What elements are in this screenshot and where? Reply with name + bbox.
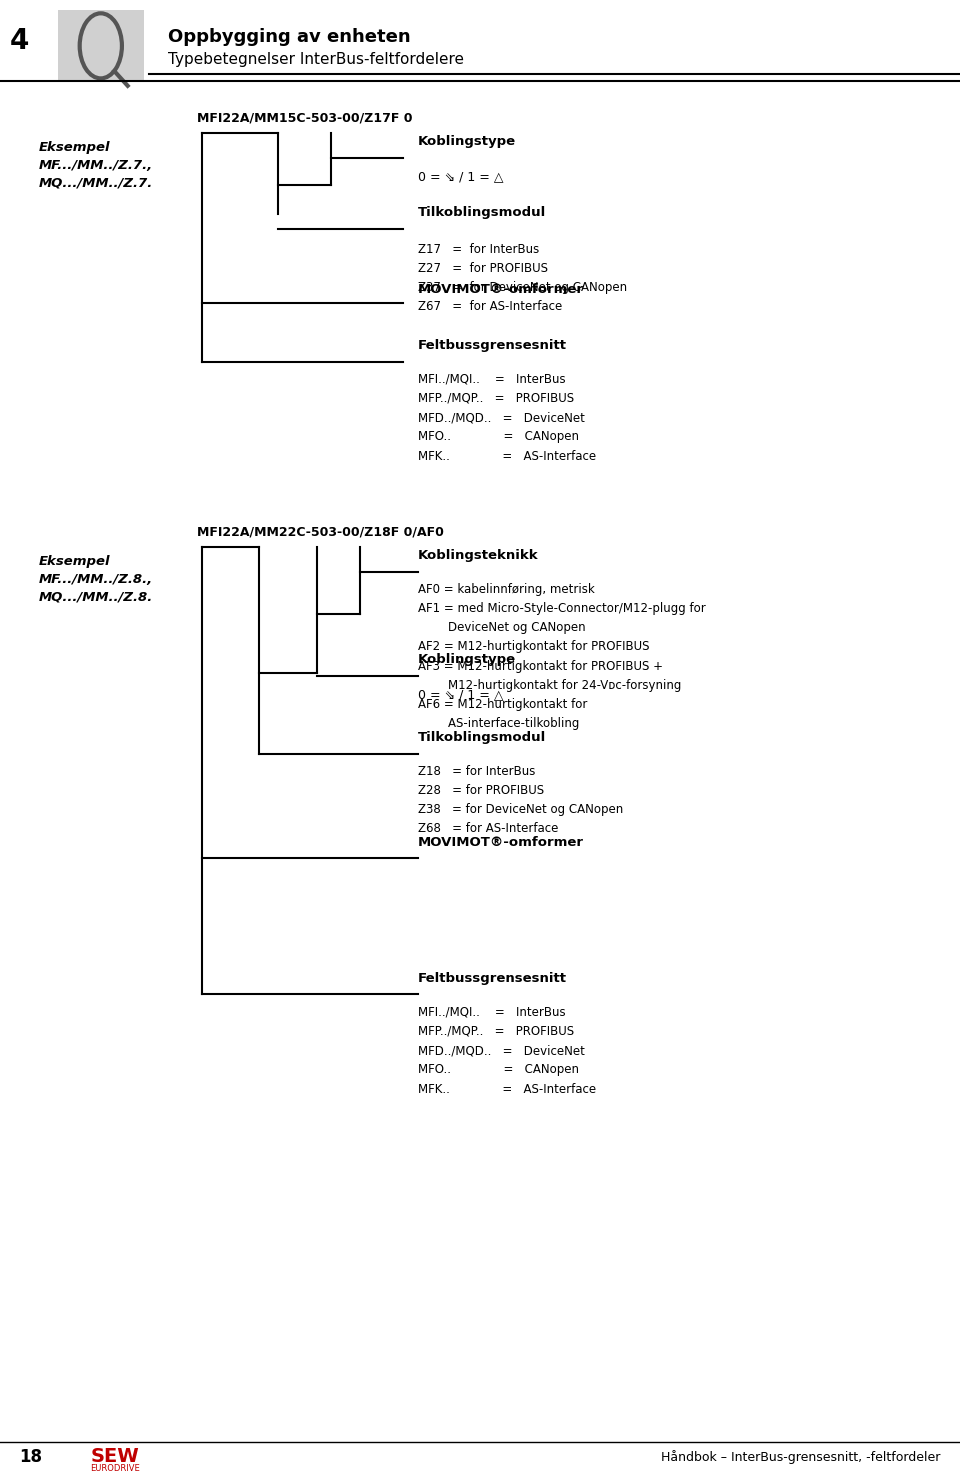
Text: Eksempel
MF.../MM../Z.7.,
MQ.../MM../Z.7.: Eksempel MF.../MM../Z.7., MQ.../MM../Z.7… <box>38 141 153 189</box>
Text: MFK..              =   AS-Interface: MFK.. = AS-Interface <box>418 450 596 463</box>
Text: MFO..              =   CANopen: MFO.. = CANopen <box>418 1063 579 1077</box>
Text: Koblingstype: Koblingstype <box>418 135 516 148</box>
Text: SEW: SEW <box>91 1448 139 1466</box>
Text: Håndbok – InterBus-grensesnitt, -feltfordeler: Håndbok – InterBus-grensesnitt, -feltfor… <box>661 1449 941 1464</box>
Text: Oppbygging av enheten: Oppbygging av enheten <box>168 28 411 46</box>
Text: AS-interface-tilkobling: AS-interface-tilkobling <box>418 717 579 731</box>
Text: MFP../MQP..   =   PROFIBUS: MFP../MQP.. = PROFIBUS <box>418 1025 574 1038</box>
Text: Tilkoblingsmodul: Tilkoblingsmodul <box>418 206 546 219</box>
Text: AF0 = kabelinnføring, metrisk: AF0 = kabelinnføring, metrisk <box>418 583 594 596</box>
Text: 18: 18 <box>19 1448 42 1466</box>
Text: MFK..              =   AS-Interface: MFK.. = AS-Interface <box>418 1083 596 1096</box>
Text: Typebetegnelser InterBus-feltfordelere: Typebetegnelser InterBus-feltfordelere <box>168 52 464 67</box>
Text: EURODRIVE: EURODRIVE <box>90 1464 140 1473</box>
Text: MFI../MQI..    =   InterBus: MFI../MQI.. = InterBus <box>418 373 565 386</box>
Text: MOVIMOT®-omformer: MOVIMOT®-omformer <box>418 836 584 849</box>
Text: Z37   =  for DeviceNet og CANopen: Z37 = for DeviceNet og CANopen <box>418 281 627 294</box>
Text: Koblingsteknikk: Koblingsteknikk <box>418 549 539 562</box>
Text: Z68   = for AS-Interface: Z68 = for AS-Interface <box>418 822 558 836</box>
Text: Z28   = for PROFIBUS: Z28 = for PROFIBUS <box>418 784 543 797</box>
Text: AF6 = M12-hurtigkontakt for: AF6 = M12-hurtigkontakt for <box>418 698 587 711</box>
Text: DeviceNet og CANopen: DeviceNet og CANopen <box>418 621 586 634</box>
Text: Z17   =  for InterBus: Z17 = for InterBus <box>418 243 539 256</box>
Text: MFP../MQP..   =   PROFIBUS: MFP../MQP.. = PROFIBUS <box>418 392 574 405</box>
Text: AF1 = med Micro-Style-Connector/M12-plugg for: AF1 = med Micro-Style-Connector/M12-plug… <box>418 602 706 615</box>
Text: MOVIMOT®-omformer: MOVIMOT®-omformer <box>418 282 584 296</box>
Text: M12-hurtigkontakt for 24-Vᴅᴄ-forsyning: M12-hurtigkontakt for 24-Vᴅᴄ-forsyning <box>418 679 681 692</box>
Text: Koblingstype: Koblingstype <box>418 652 516 666</box>
Text: MFI22A/MM15C-503-00/Z17F 0: MFI22A/MM15C-503-00/Z17F 0 <box>197 111 412 124</box>
Text: Z67   =  for AS-Interface: Z67 = for AS-Interface <box>418 300 562 314</box>
FancyBboxPatch shape <box>58 10 144 81</box>
Text: Z18   = for InterBus: Z18 = for InterBus <box>418 765 535 778</box>
Text: MFI../MQI..    =   InterBus: MFI../MQI.. = InterBus <box>418 1006 565 1019</box>
Text: MFD../MQD..   =   DeviceNet: MFD../MQD.. = DeviceNet <box>418 1044 585 1057</box>
Text: AF3 = M12-hurtigkontakt for PROFIBUS +: AF3 = M12-hurtigkontakt for PROFIBUS + <box>418 660 662 673</box>
Text: Feltbussgrensesnitt: Feltbussgrensesnitt <box>418 339 566 352</box>
Text: Eksempel
MF.../MM../Z.8.,
MQ.../MM../Z.8.: Eksempel MF.../MM../Z.8., MQ.../MM../Z.8… <box>38 555 153 603</box>
Text: 4: 4 <box>10 28 29 55</box>
Text: 0 = ⇘ / 1 = △: 0 = ⇘ / 1 = △ <box>418 688 503 701</box>
Text: MFI22A/MM22C-503-00/Z18F 0/AF0: MFI22A/MM22C-503-00/Z18F 0/AF0 <box>197 525 444 538</box>
Text: MFO..              =   CANopen: MFO.. = CANopen <box>418 430 579 444</box>
Text: Z38   = for DeviceNet og CANopen: Z38 = for DeviceNet og CANopen <box>418 803 623 816</box>
Text: AF2 = M12-hurtigkontakt for PROFIBUS: AF2 = M12-hurtigkontakt for PROFIBUS <box>418 640 649 654</box>
Text: Feltbussgrensesnitt: Feltbussgrensesnitt <box>418 972 566 985</box>
Text: Tilkoblingsmodul: Tilkoblingsmodul <box>418 731 546 744</box>
Text: Z27   =  for PROFIBUS: Z27 = for PROFIBUS <box>418 262 547 275</box>
Text: MFD../MQD..   =   DeviceNet: MFD../MQD.. = DeviceNet <box>418 411 585 424</box>
Text: 0 = ⇘ / 1 = △: 0 = ⇘ / 1 = △ <box>418 170 503 183</box>
